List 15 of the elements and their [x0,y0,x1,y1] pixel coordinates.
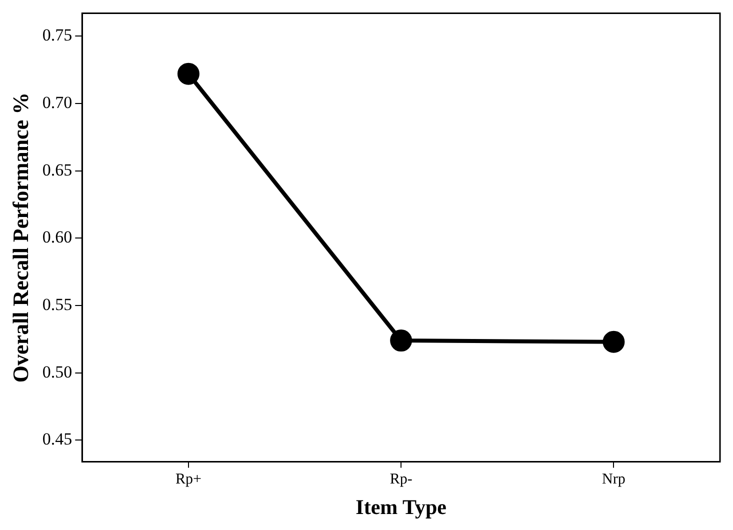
y-tick-label: 0.60 [42,228,72,247]
point [177,62,200,85]
x-axis-title: Item Type [356,494,446,519]
point [390,330,412,352]
y-tick-label: 0.75 [42,26,72,45]
y-tick-label: 0.65 [42,160,72,180]
point [602,330,625,353]
y-tick-label: 0.55 [42,295,72,314]
x-tick-label: Rp+ [175,472,202,488]
x-tick-label: Rp- [390,472,412,488]
y-tick-label: 0.45 [42,430,72,449]
y-axis-title: Overall Recall Performance % [8,92,33,383]
x-tick-label: Nrp [602,472,626,488]
y-tick-label: 0.70 [42,92,72,112]
y-tick-label: 0.50 [42,362,72,382]
